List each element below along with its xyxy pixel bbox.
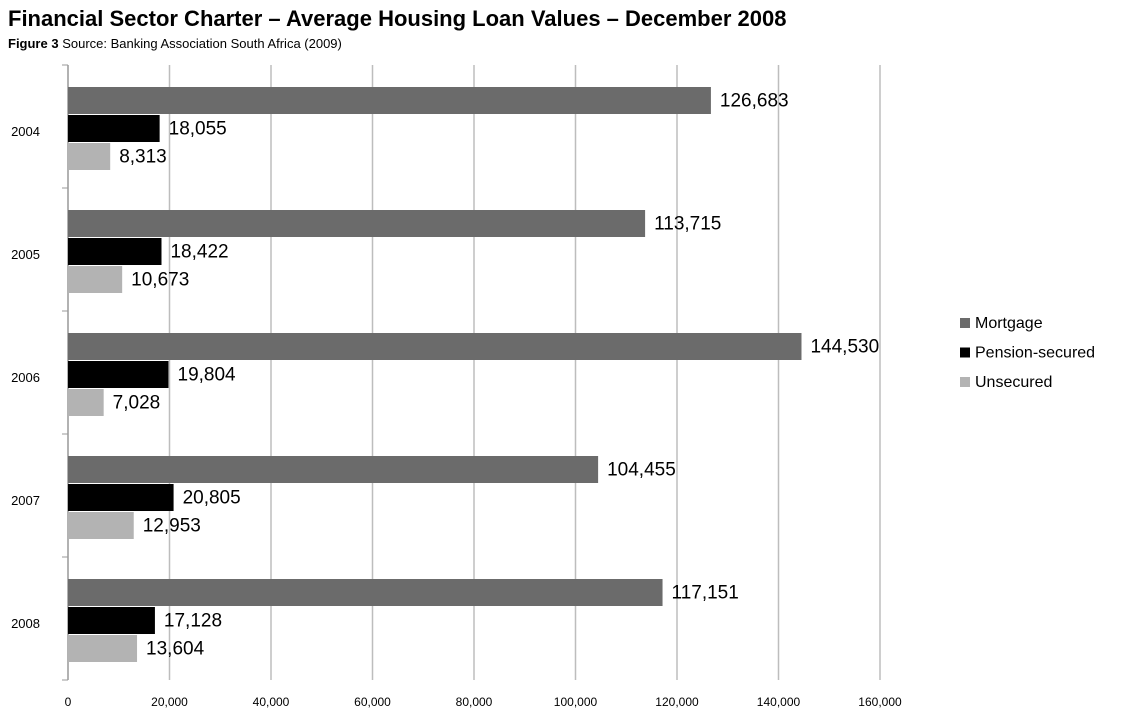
- x-tick-label: 80,000: [456, 695, 493, 709]
- legend-swatch: [960, 347, 970, 358]
- chart-title: Financial Sector Charter – Average Housi…: [8, 6, 786, 31]
- y-tick-label: 2006: [11, 370, 40, 385]
- value-label: 10,673: [131, 270, 189, 291]
- bar: [68, 266, 123, 293]
- value-label: 13,604: [146, 639, 205, 660]
- value-label: 18,422: [170, 242, 228, 263]
- source: Source: Banking Association South Africa…: [62, 36, 342, 51]
- bar: [68, 389, 104, 416]
- y-tick-label: 2005: [11, 247, 40, 262]
- value-label: 117,151: [672, 583, 739, 604]
- legend-label: Unsecured: [975, 374, 1052, 391]
- x-tick-label: 160,000: [858, 695, 902, 709]
- bar: [68, 210, 646, 237]
- legend-label: Pension-secured: [975, 345, 1095, 362]
- y-tick-label: 2008: [11, 616, 40, 631]
- value-label: 144,530: [810, 337, 879, 358]
- bar: [68, 456, 599, 483]
- x-tick-label: 20,000: [151, 695, 188, 709]
- figure-label: Figure 3: [8, 36, 59, 51]
- bar: [68, 579, 663, 606]
- value-label: 104,455: [607, 460, 676, 481]
- value-label: 20,805: [183, 488, 241, 509]
- bar: [68, 607, 155, 634]
- x-tick-label: 40,000: [253, 695, 290, 709]
- x-tick-label: 0: [65, 695, 72, 709]
- value-label: 19,804: [178, 365, 237, 386]
- value-label: 7,028: [113, 393, 161, 414]
- bar: [68, 143, 111, 170]
- legend-swatch: [960, 318, 970, 328]
- x-tick-label: 100,000: [554, 695, 598, 709]
- value-label: 18,055: [169, 119, 227, 140]
- bar: [68, 238, 162, 265]
- x-tick-label: 60,000: [354, 695, 391, 709]
- bar: [68, 484, 174, 511]
- bar: [68, 87, 711, 114]
- bar: [68, 512, 134, 539]
- bar: [68, 333, 802, 360]
- value-label: 113,715: [654, 214, 721, 235]
- legend-label: Mortgage: [975, 315, 1043, 332]
- value-label: 17,128: [164, 611, 222, 632]
- value-label: 126,683: [720, 91, 789, 112]
- bar: [68, 635, 138, 662]
- value-label: 12,953: [143, 516, 201, 537]
- x-tick-label: 120,000: [655, 695, 699, 709]
- bar: [68, 115, 160, 142]
- legend-swatch: [960, 377, 970, 387]
- x-tick-label: 140,000: [757, 695, 801, 709]
- chart-subtitle: Figure 3 Source: Banking Association Sou…: [8, 36, 342, 51]
- y-tick-label: 2004: [11, 124, 40, 139]
- bar: [68, 361, 169, 388]
- value-label: 8,313: [119, 147, 167, 168]
- y-tick-label: 2007: [11, 493, 40, 508]
